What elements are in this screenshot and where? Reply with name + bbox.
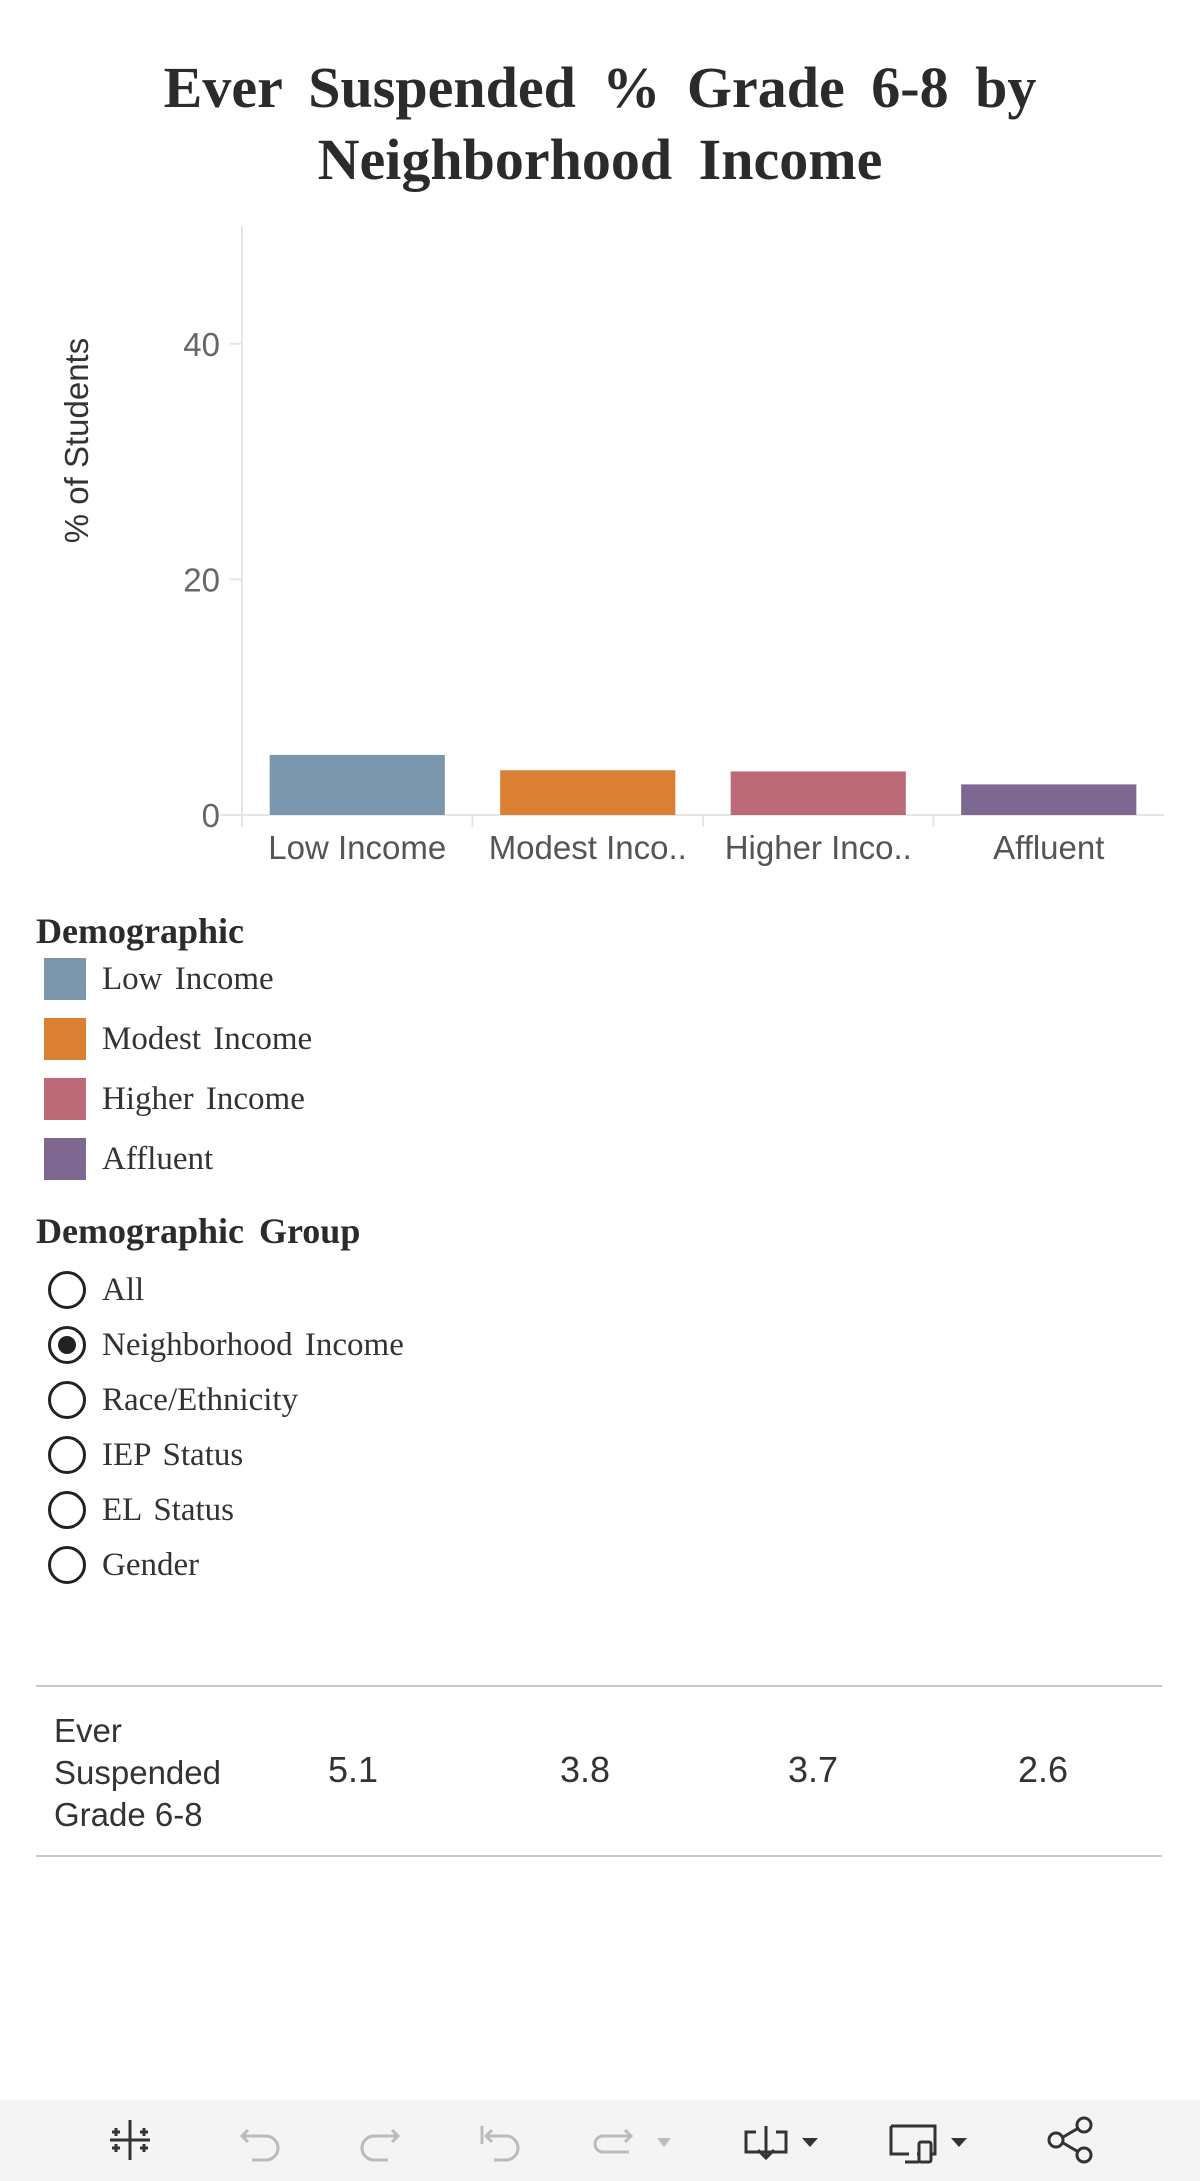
table-cell: 3.8: [559, 1749, 611, 1790]
filter-title: Demographic Group: [36, 1211, 361, 1251]
bar-chart: 0 20 40 % of Students Low Income Modest Inco.…: [58, 226, 1164, 866]
y-tick-label: 40: [183, 326, 220, 363]
bar-1: [500, 770, 676, 815]
tableau-logo-icon[interactable]: [100, 2110, 160, 2170]
bar-3: [961, 784, 1137, 815]
radio-button[interactable]: [48, 1381, 86, 1419]
radio-option-el-status[interactable]: EL Status: [44, 1486, 234, 1534]
table-bottom-border: [36, 1855, 1162, 1857]
radio-label: IEP Status: [102, 1436, 244, 1473]
radio-option-race-ethnicity[interactable]: Race/Ethnicity: [44, 1376, 298, 1424]
refresh-icon[interactable]: [580, 2110, 680, 2170]
legend-item-low-income[interactable]: Low Income: [44, 955, 274, 1003]
table-cell: 2.6: [1017, 1749, 1069, 1790]
legend-label: Modest Income: [102, 1020, 313, 1057]
bottom-toolbar: [0, 2100, 1200, 2181]
y-tick-label: 20: [183, 561, 220, 598]
radio-button[interactable]: [48, 1436, 86, 1474]
legend-item-higher-income[interactable]: Higher Income: [44, 1075, 305, 1123]
table-cell: 5.1: [327, 1749, 379, 1790]
redo-icon[interactable]: [350, 2110, 410, 2170]
y-tick-label: 0: [202, 797, 220, 834]
radio-button[interactable]: [48, 1491, 86, 1529]
legend-item-modest-income[interactable]: Modest Income: [44, 1015, 312, 1063]
radio-option-gender[interactable]: Gender: [44, 1541, 199, 1589]
x-tick-label: Higher Inco..: [725, 829, 912, 866]
revert-icon[interactable]: [470, 2110, 530, 2170]
x-tick-label: Modest Inco..: [489, 829, 687, 866]
legend-swatch: [44, 1078, 86, 1120]
x-tick-label: Low Income: [268, 829, 446, 866]
radio-label: Gender: [102, 1546, 200, 1583]
chart-title: Ever Suspended % Grade 6-8 by Neighborho…: [163, 55, 1037, 192]
radio-button[interactable]: [48, 1546, 86, 1584]
download-icon[interactable]: [740, 2110, 830, 2170]
radio-label: Race/Ethnicity: [102, 1381, 299, 1418]
table-row-header: Ever Suspended Grade 6-8: [54, 1712, 221, 1833]
radio-label: Neighborhood Income: [102, 1326, 404, 1363]
table-cell: 3.7: [787, 1749, 839, 1790]
legend-label: Low Income: [102, 960, 274, 997]
radio-option-all[interactable]: All: [44, 1266, 144, 1314]
radio-option-iep-status[interactable]: IEP Status: [44, 1431, 243, 1479]
legend-label: Affluent: [102, 1140, 214, 1177]
legend-swatch: [44, 958, 86, 1000]
x-tick-label: Affluent: [993, 829, 1104, 866]
radio-option-neighborhood-income[interactable]: Neighborhood Income: [44, 1321, 404, 1369]
bar-0: [269, 754, 445, 815]
radio-label: EL Status: [102, 1491, 235, 1528]
bar-2: [730, 771, 906, 815]
legend-swatch: [44, 1138, 86, 1180]
legend-title: Demographic: [36, 911, 244, 951]
y-axis-label: % of Students: [58, 338, 95, 543]
legend-label: Higher Income: [102, 1080, 305, 1117]
share-icon[interactable]: [1040, 2110, 1100, 2170]
radio-button[interactable]: [48, 1271, 86, 1309]
table-top-border: [36, 1685, 1162, 1687]
undo-icon[interactable]: [230, 2110, 290, 2170]
legend-item-affluent[interactable]: Affluent: [44, 1135, 213, 1183]
device-layout-icon[interactable]: [885, 2110, 985, 2170]
radio-button[interactable]: [48, 1326, 86, 1364]
legend-swatch: [44, 1018, 86, 1060]
radio-label: All: [102, 1271, 145, 1308]
